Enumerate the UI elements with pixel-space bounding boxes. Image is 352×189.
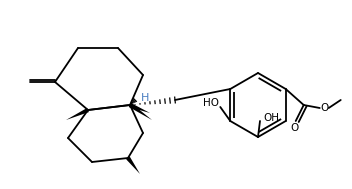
- Polygon shape: [129, 103, 152, 120]
- Text: HO: HO: [203, 98, 219, 108]
- Text: H: H: [141, 93, 149, 103]
- Text: OH: OH: [263, 113, 279, 123]
- Text: O: O: [321, 103, 329, 113]
- Polygon shape: [66, 108, 89, 120]
- Polygon shape: [129, 103, 150, 113]
- Text: O: O: [291, 123, 299, 133]
- Polygon shape: [126, 157, 140, 174]
